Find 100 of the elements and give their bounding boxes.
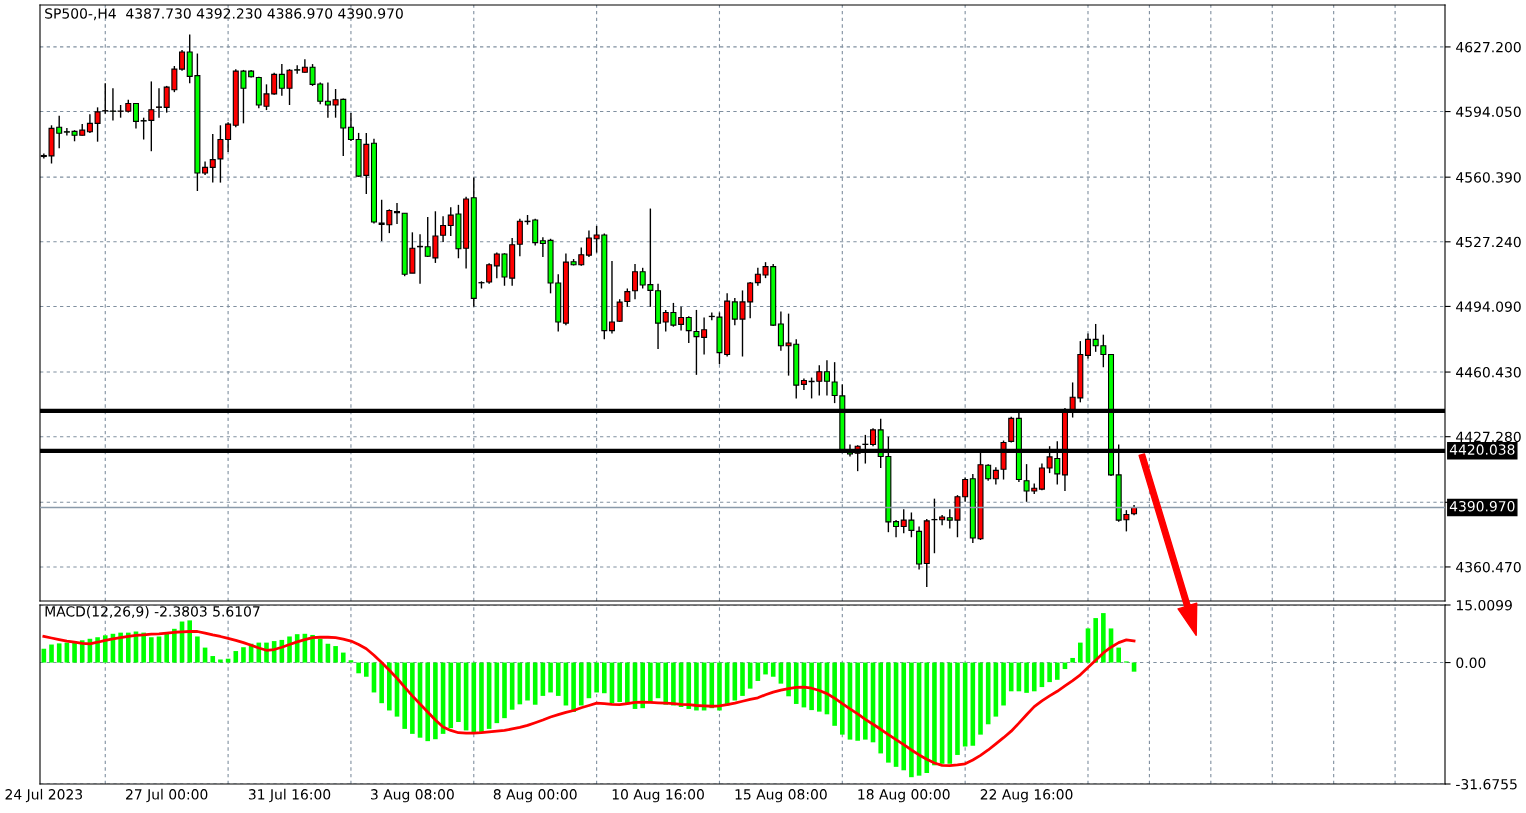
candlestick <box>893 519 900 538</box>
y-tick-label: 4427.280 <box>1456 431 1521 443</box>
bar <box>555 662 561 696</box>
x-tick-label: 10 Aug 16:00 <box>612 789 704 803</box>
bar <box>816 662 822 712</box>
bar <box>578 662 584 706</box>
bar <box>1054 662 1060 680</box>
bar <box>241 647 246 663</box>
bar <box>1024 662 1029 693</box>
bar <box>617 662 622 703</box>
bar <box>333 646 338 663</box>
y-tick-label: 0.00 <box>1456 657 1486 669</box>
ref-line-label: 4420.038 <box>1449 444 1515 455</box>
bar <box>594 662 599 693</box>
bar <box>210 656 216 663</box>
bar <box>356 662 361 674</box>
bar <box>502 662 507 719</box>
bar <box>49 644 54 663</box>
candlestick <box>685 315 692 344</box>
bar <box>218 659 223 663</box>
bar <box>141 632 146 663</box>
y-tick-label: 15.0099 <box>1456 599 1512 611</box>
bar <box>955 662 960 755</box>
bar <box>410 662 415 734</box>
bar <box>932 662 937 766</box>
bar <box>102 635 108 663</box>
x-tick-label: 18 Aug 00:00 <box>858 789 950 803</box>
y-tick-label: -31.6755 <box>1456 778 1517 790</box>
x-tick-label: 3 Aug 08:00 <box>371 789 454 803</box>
bar <box>740 662 745 696</box>
bar <box>663 662 669 705</box>
bar <box>770 662 776 677</box>
bar <box>363 662 369 677</box>
y-tick-label: 4560.390 <box>1456 172 1521 183</box>
bar <box>625 662 630 705</box>
bar <box>640 662 645 709</box>
bar <box>855 662 860 741</box>
candlestick <box>632 263 639 300</box>
candlestick <box>347 112 354 142</box>
x-tick-label: 8 Aug 00:00 <box>493 789 577 803</box>
candlestick <box>823 359 830 397</box>
bar <box>532 662 538 705</box>
bar <box>425 662 431 742</box>
bar <box>1047 662 1052 683</box>
bar <box>56 643 62 663</box>
bar <box>809 662 814 711</box>
y-tick-label: 4360.470 <box>1456 561 1521 573</box>
bar <box>1116 647 1122 663</box>
candlestick <box>155 87 163 119</box>
candlestick <box>1084 332 1092 360</box>
bar <box>471 662 477 732</box>
bar <box>156 636 162 663</box>
bar <box>172 628 177 663</box>
bar <box>233 651 239 663</box>
candlestick <box>179 49 186 72</box>
bar <box>686 662 692 709</box>
y-tick-label: 4494.090 <box>1456 301 1521 312</box>
bar <box>717 662 722 711</box>
x-tick-label: 22 Aug 16:00 <box>980 789 1073 803</box>
bar <box>793 662 799 704</box>
bar <box>348 660 354 663</box>
bar <box>571 662 576 713</box>
bar <box>978 662 983 735</box>
bar <box>786 662 791 697</box>
y-tick-label: 4594.050 <box>1456 106 1521 118</box>
bar <box>648 662 653 704</box>
bar <box>1008 662 1014 692</box>
bar <box>1078 642 1083 663</box>
bar <box>947 662 953 764</box>
y-tick-label: 4627.200 <box>1456 41 1521 53</box>
bar <box>909 662 914 778</box>
chart-title: MACD(12,26,9) -2.3803 5.6107 <box>45 605 260 619</box>
bar <box>1031 662 1037 692</box>
bar <box>901 662 907 771</box>
bar <box>1093 618 1098 663</box>
candlestick <box>132 102 139 130</box>
bar <box>840 662 845 735</box>
ref-line-label: 4390.970 <box>1449 501 1515 512</box>
bar <box>402 662 407 729</box>
bar <box>195 636 200 663</box>
line-series <box>42 630 1136 768</box>
bar <box>187 620 193 663</box>
bar <box>164 633 169 663</box>
candlestick <box>585 229 592 258</box>
bar <box>1001 662 1006 706</box>
bar <box>387 662 392 711</box>
bar <box>863 662 868 740</box>
bar <box>548 662 553 693</box>
bar <box>118 632 123 663</box>
bar <box>886 662 891 763</box>
bar <box>379 662 384 704</box>
candlestick <box>109 87 116 122</box>
bar <box>1070 657 1075 663</box>
bar <box>602 662 607 694</box>
bar <box>763 662 768 675</box>
x-tick-label: 24 Jul 2023 <box>5 788 83 803</box>
candlestick <box>1008 416 1015 444</box>
bar <box>340 652 346 663</box>
bar <box>525 662 530 701</box>
bar <box>694 662 699 711</box>
